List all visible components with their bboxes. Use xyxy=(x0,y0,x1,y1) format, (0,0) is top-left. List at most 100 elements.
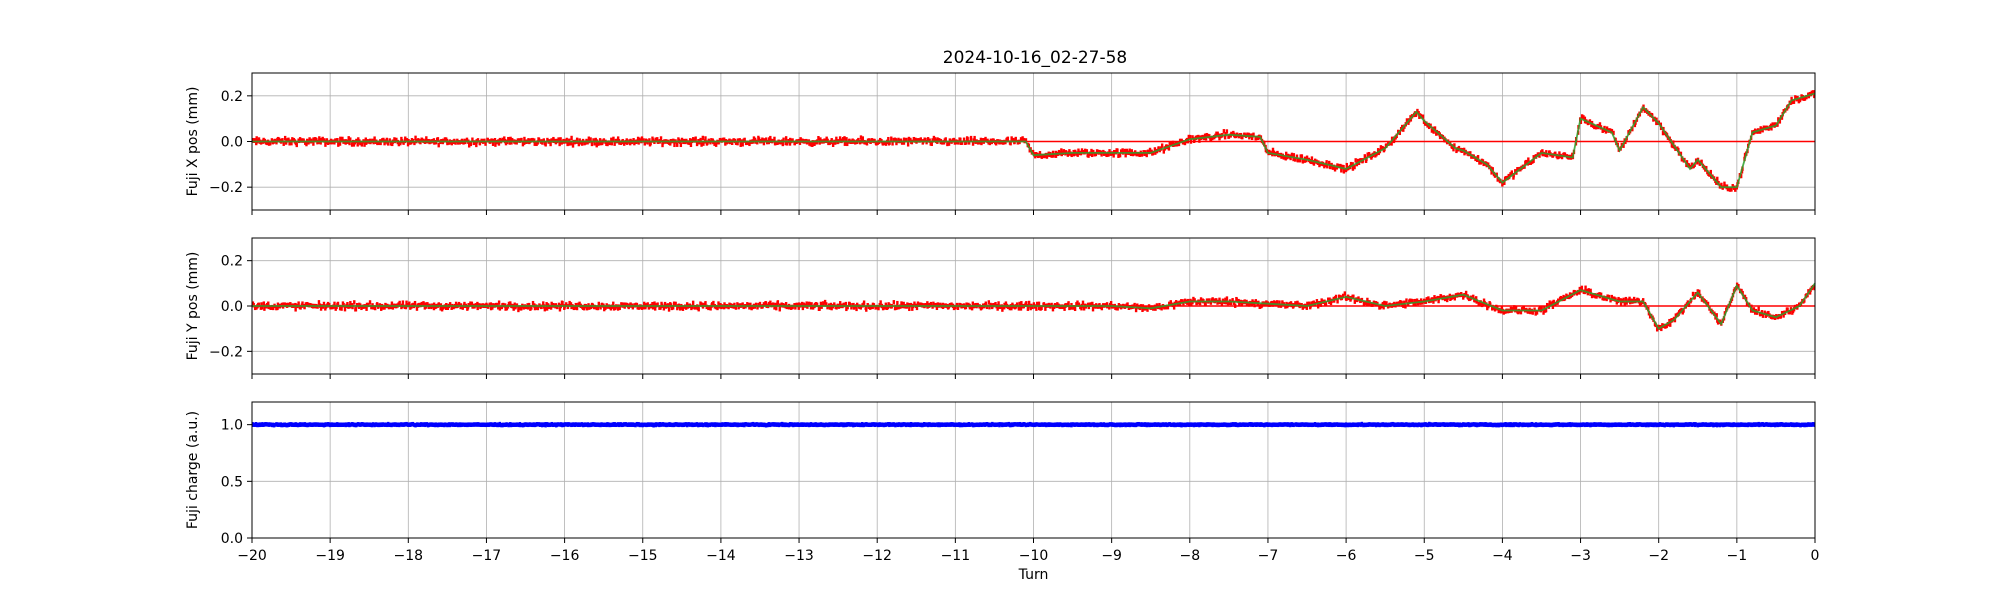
data-point xyxy=(1045,154,1049,159)
data-point xyxy=(1324,301,1328,306)
data-point xyxy=(869,304,872,310)
data-point xyxy=(748,422,752,427)
data-point xyxy=(254,422,258,427)
data-point xyxy=(546,137,549,143)
data-point xyxy=(1173,422,1176,427)
data-point xyxy=(1365,301,1369,306)
data-point xyxy=(1622,297,1625,303)
data-point xyxy=(710,302,714,307)
data-point xyxy=(544,423,547,428)
y-axis-label: Fuji charge (a.u.) xyxy=(185,411,201,529)
data-point xyxy=(1499,309,1503,314)
data-point xyxy=(323,138,326,143)
data-point xyxy=(1354,422,1357,427)
data-point xyxy=(1393,301,1396,307)
data-point xyxy=(1398,130,1402,136)
data-point xyxy=(600,302,604,308)
data-point xyxy=(640,305,643,310)
data-point xyxy=(556,304,559,310)
data-point xyxy=(1595,422,1598,427)
data-point xyxy=(490,422,493,427)
data-point xyxy=(1109,300,1113,306)
data-point xyxy=(648,138,651,143)
data-point xyxy=(903,422,906,427)
data-point xyxy=(1678,308,1682,314)
data-point xyxy=(688,138,692,143)
data-point xyxy=(561,422,564,428)
data-point xyxy=(1201,422,1204,427)
data-point xyxy=(549,305,553,310)
data-point xyxy=(391,305,395,310)
data-point xyxy=(878,137,882,143)
data-point xyxy=(441,305,445,310)
data-point xyxy=(556,422,560,427)
data-point xyxy=(371,305,375,310)
data-point xyxy=(1010,136,1013,141)
data-point xyxy=(816,422,820,428)
data-point xyxy=(1557,154,1560,160)
data-point xyxy=(732,138,735,143)
data-point xyxy=(1124,153,1127,158)
data-point xyxy=(526,305,530,310)
data-point xyxy=(792,422,795,427)
data-point xyxy=(1535,310,1539,315)
data-point xyxy=(367,302,370,308)
data-point xyxy=(678,422,682,427)
data-point xyxy=(1020,301,1023,306)
data-point xyxy=(926,301,929,306)
data-point xyxy=(507,136,510,142)
data-point xyxy=(527,302,531,308)
data-point xyxy=(1068,305,1071,311)
y-tick-label: 0.2 xyxy=(221,89,243,105)
data-point xyxy=(382,137,385,143)
data-point xyxy=(830,138,833,143)
data-point xyxy=(626,140,629,145)
data-point xyxy=(451,422,455,427)
data-point xyxy=(1778,119,1782,124)
data-point xyxy=(1760,310,1764,315)
data-point xyxy=(590,141,594,147)
data-point xyxy=(991,304,994,310)
data-point xyxy=(269,422,272,427)
data-point xyxy=(744,422,747,427)
data-point xyxy=(1664,323,1667,329)
data-point xyxy=(478,140,482,146)
data-point xyxy=(550,301,553,307)
data-point xyxy=(924,422,927,427)
data-point xyxy=(1572,422,1575,427)
data-point xyxy=(871,422,874,427)
data-point xyxy=(624,302,627,307)
data-point xyxy=(1050,302,1053,308)
data-point xyxy=(1414,112,1418,117)
data-point xyxy=(801,305,805,311)
data-point xyxy=(663,422,666,427)
data-point xyxy=(1029,421,1032,427)
data-point xyxy=(1178,301,1182,307)
data-point xyxy=(1344,422,1348,427)
data-point xyxy=(1087,153,1090,158)
data-point xyxy=(770,422,773,427)
data-point xyxy=(1598,422,1601,427)
data-point xyxy=(884,302,888,307)
data-point xyxy=(1305,305,1309,310)
data-point xyxy=(523,140,526,145)
data-point xyxy=(1476,155,1480,160)
data-point xyxy=(1421,422,1424,427)
data-point xyxy=(1100,152,1103,157)
data-point xyxy=(1352,294,1355,299)
data-point xyxy=(411,421,415,427)
data-point xyxy=(1301,305,1304,310)
data-point xyxy=(1223,135,1227,140)
data-point xyxy=(373,136,376,141)
data-point xyxy=(1296,300,1299,306)
data-point xyxy=(929,301,933,307)
data-point xyxy=(1730,187,1733,192)
data-point xyxy=(557,302,561,308)
data-point xyxy=(1454,422,1457,427)
data-point xyxy=(260,305,264,310)
data-point xyxy=(947,141,951,146)
data-point xyxy=(708,422,712,428)
data-point xyxy=(1604,129,1608,134)
data-point xyxy=(312,141,315,146)
data-point xyxy=(734,422,738,427)
